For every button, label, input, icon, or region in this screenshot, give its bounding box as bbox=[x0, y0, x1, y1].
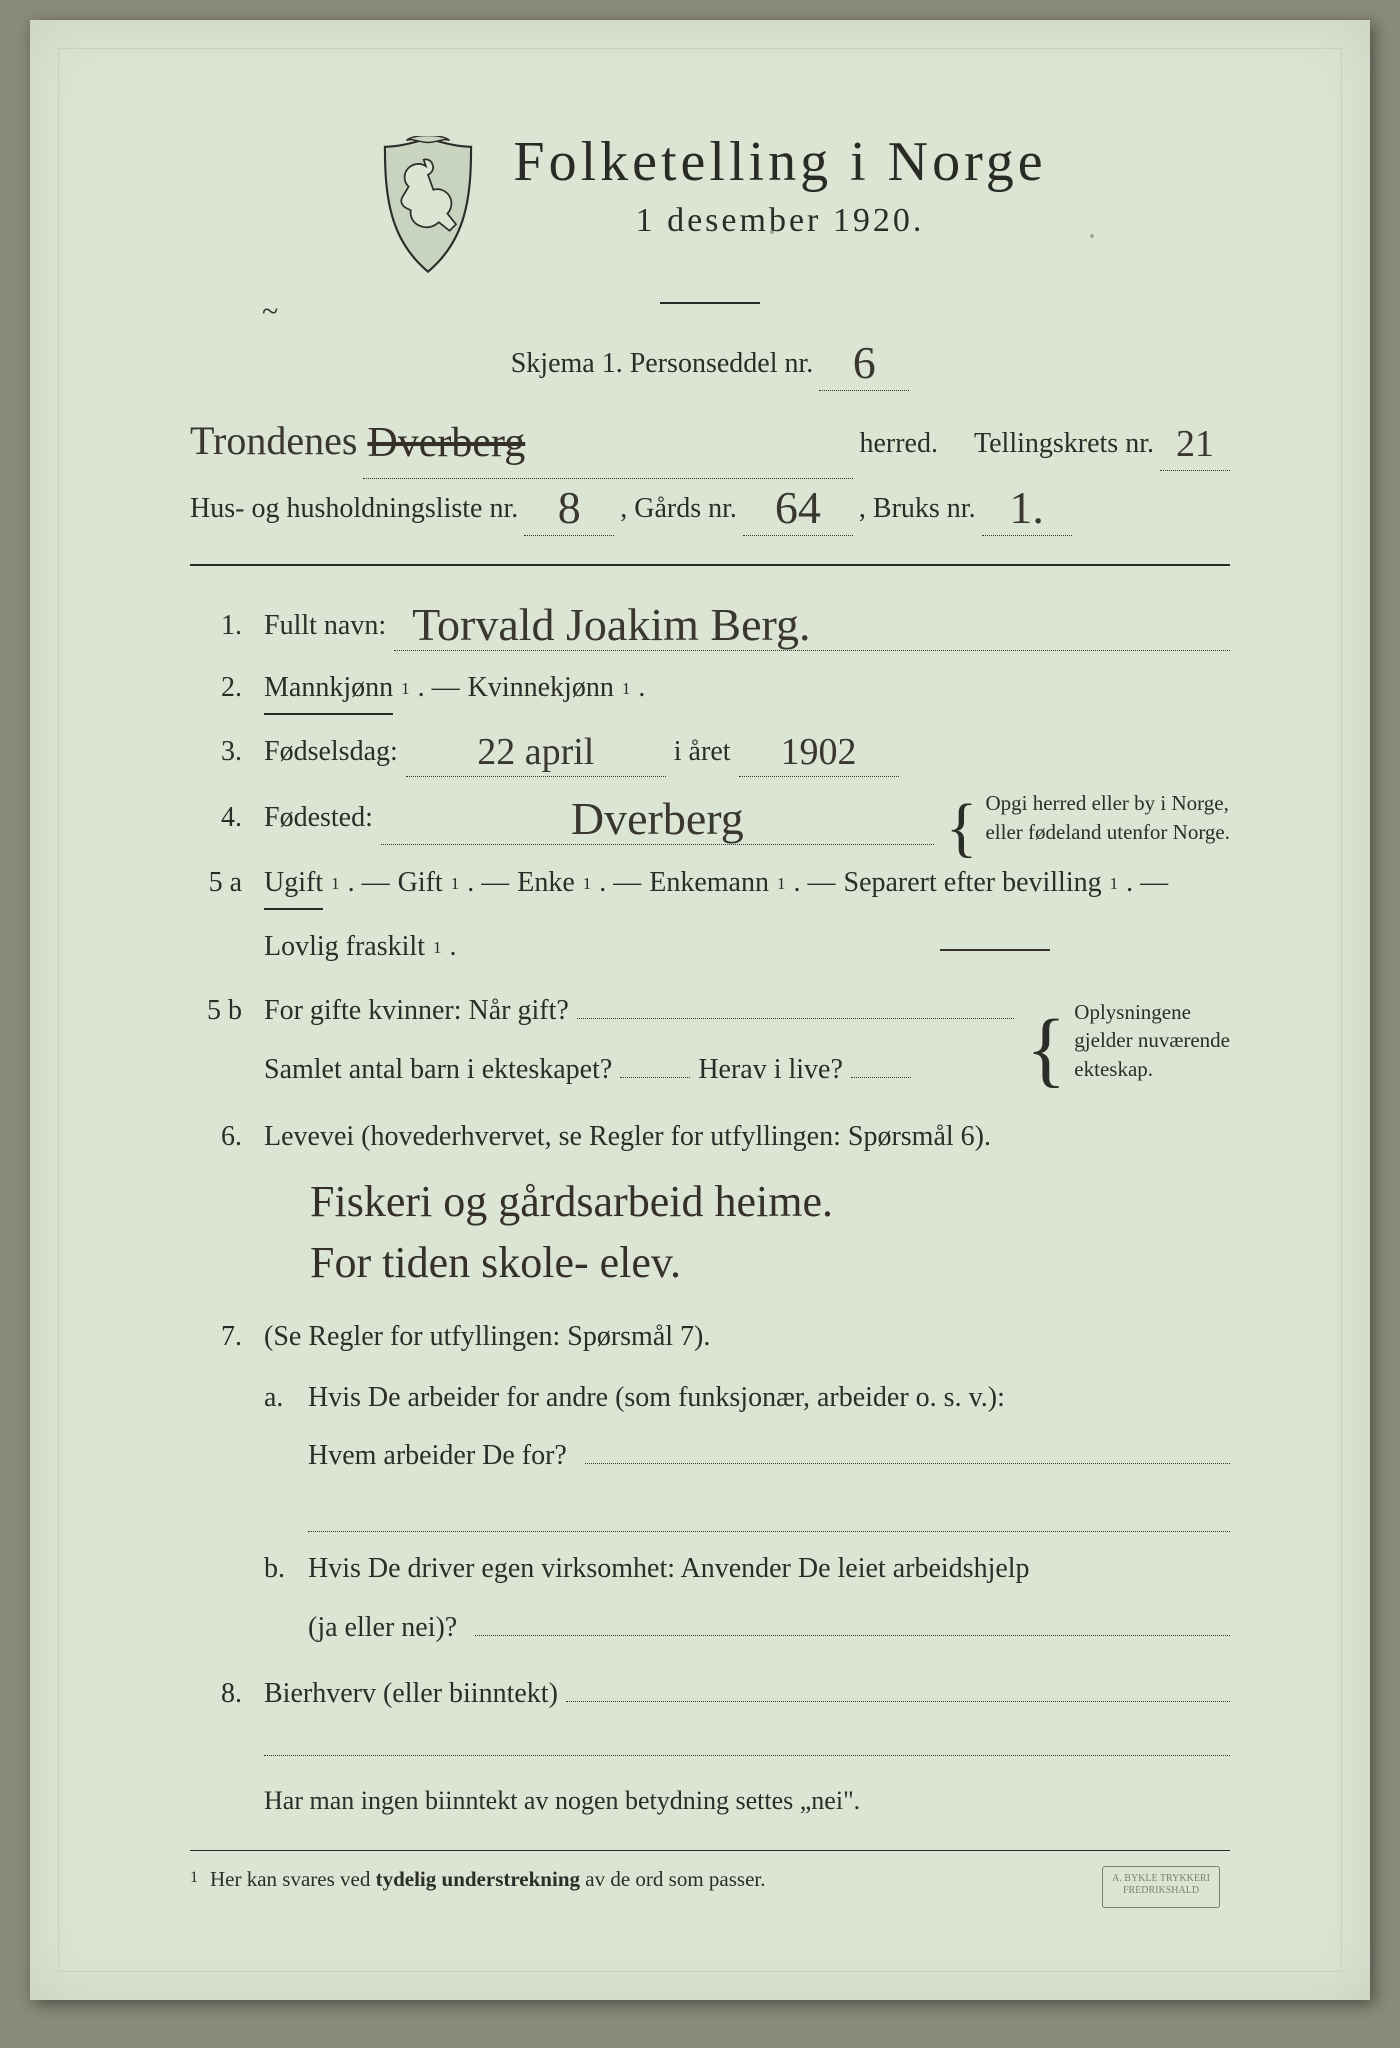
bruk-label: , Bruks nr. bbox=[859, 483, 976, 535]
q3-daymonth: 22 april bbox=[477, 731, 594, 773]
q6-hand1: Fiskeri og gårdsarbeid heime. bbox=[310, 1173, 1230, 1231]
q7a-text2: Hvem arbeider De for? bbox=[308, 1431, 567, 1481]
fn-a: Her kan svares ved bbox=[210, 1867, 376, 1891]
fn-c: av de ord som passer. bbox=[580, 1867, 765, 1891]
q3-mid: i året bbox=[674, 727, 731, 776]
husliste-nr: 8 bbox=[558, 482, 581, 533]
herred-correction: Trondenes bbox=[190, 421, 357, 461]
q7: 7. (Se Regler for utfyllingen: Spørsmål … bbox=[190, 1312, 1230, 1361]
q1-label: Fullt navn: bbox=[264, 601, 386, 650]
q6-label: Levevei (hovederhvervet, se Regler for u… bbox=[264, 1112, 991, 1161]
q5b-side2: gjelder nuværende bbox=[1074, 1026, 1230, 1054]
q4-side1: Opgi herred eller by i Norge, bbox=[985, 789, 1230, 817]
husliste-line: Hus- og husholdningsliste nr. 8 , Gårds … bbox=[190, 479, 1230, 536]
herred-line: Trondenes Dverberg herred. Tellingskrets… bbox=[190, 401, 1230, 480]
q8: 8. Bierhverv (eller biinntekt) bbox=[190, 1669, 1230, 1718]
form-title: Folketelling i Norge bbox=[513, 130, 1046, 194]
q4-num: 4. bbox=[190, 793, 242, 842]
herred-struck: Dverberg bbox=[367, 420, 525, 466]
q5b-l2b: Herav i live? bbox=[698, 1045, 843, 1094]
q5a-ugift: Ugift bbox=[264, 858, 323, 910]
q3-year: 1902 bbox=[781, 731, 857, 773]
q6-num: 6. bbox=[190, 1112, 242, 1161]
personseddel-nr: 6 bbox=[853, 337, 876, 388]
tellingskrets-label: Tellingskrets nr. bbox=[974, 418, 1154, 470]
q1-name: Torvald Joakim Berg. bbox=[412, 599, 810, 650]
q2-sep: . — bbox=[418, 663, 460, 712]
footnote: 1 Her kan svares ved tydelig understrekn… bbox=[190, 1867, 1230, 1892]
q5a-gift: Gift bbox=[398, 858, 443, 907]
bottom-hint: Har man ingen biinntekt av nogen betydni… bbox=[190, 1778, 1230, 1825]
q7a: a. Hvis De arbeider for andre (som funks… bbox=[190, 1373, 1230, 1533]
q4: 4. Fødested: Dverberg { Opgi herred elle… bbox=[190, 789, 1230, 846]
q5b-l1: For gifte kvinner: Når gift? bbox=[264, 986, 569, 1035]
q5b-num: 5 b bbox=[190, 986, 242, 1035]
q3-num: 3. bbox=[190, 727, 242, 776]
tellingskrets-nr: 21 bbox=[1176, 423, 1214, 465]
q2-sup1: 1 bbox=[401, 674, 410, 704]
census-form-page: ~ Folketelling i Norge 1 desember 1920. … bbox=[30, 20, 1370, 2000]
q5a-enkemann: Enkemann bbox=[649, 858, 769, 907]
q6: 6. Levevei (hovederhvervet, se Regler fo… bbox=[190, 1112, 1230, 1161]
q5b-side3: ekteskap. bbox=[1074, 1055, 1230, 1083]
gard-label: , Gårds nr. bbox=[620, 483, 737, 535]
title-rule bbox=[660, 302, 760, 304]
q7b: b. Hvis De driver egen virksomhet: Anven… bbox=[190, 1544, 1230, 1653]
skjema-line: Skjema 1. Personseddel nr. 6 bbox=[190, 334, 1230, 391]
stamp-l1: A. BYKLE TRYKKERI bbox=[1103, 1873, 1219, 1885]
q6-hand2: For tiden skole- elev. bbox=[310, 1234, 1230, 1292]
q5b-l2a: Samlet antal barn i ekteskapet? bbox=[264, 1045, 612, 1094]
q5b-sidenote: { Oplysningene gjelder nuværende ekteska… bbox=[1022, 998, 1230, 1083]
form-date: 1 desember 1920. bbox=[513, 202, 1046, 240]
q7b-label: b. bbox=[264, 1544, 290, 1594]
section-divider bbox=[190, 564, 1230, 566]
brace-icon: { bbox=[946, 808, 978, 848]
q2: 2. Mannkjønn1 . — Kvinnekjønn1. bbox=[190, 663, 1230, 715]
q2-kvinne: Kvinnekjønn bbox=[468, 663, 614, 712]
printer-stamp: A. BYKLE TRYKKERI FREDRIKSHALD bbox=[1102, 1866, 1220, 1908]
q7-num: 7. bbox=[190, 1312, 242, 1361]
q2-sup2: 1 bbox=[622, 674, 631, 704]
q5a: 5 a Ugift1 . — Gift1 . — Enke1 . — Enkem… bbox=[190, 858, 1230, 910]
brace-icon: { bbox=[1026, 1025, 1066, 1075]
q7a-label: a. bbox=[264, 1373, 290, 1423]
q2-mann: Mannkjønn bbox=[264, 663, 393, 715]
q4-side2: eller fødeland utenfor Norge. bbox=[985, 818, 1230, 846]
hand-dash-mark bbox=[940, 949, 1050, 951]
q5a-separert: Separert efter bevilling bbox=[844, 858, 1102, 907]
q1: 1. Fullt navn: Torvald Joakim Berg. bbox=[190, 596, 1230, 651]
herred-label: herred. bbox=[859, 418, 938, 470]
q8-num: 8. bbox=[190, 1669, 242, 1718]
q2-num: 2. bbox=[190, 663, 242, 712]
gard-nr: 64 bbox=[775, 482, 821, 533]
handwritten-tilde: ~ bbox=[262, 295, 278, 329]
husliste-label: Hus- og husholdningsliste nr. bbox=[190, 483, 518, 535]
bruk-nr: 1. bbox=[1009, 482, 1044, 533]
q4-label: Fødested: bbox=[264, 793, 373, 842]
q5a-line2: Lovlig fraskilt1. bbox=[190, 922, 1230, 972]
q7-label: (Se Regler for utfyllingen: Spørsmål 7). bbox=[264, 1312, 710, 1361]
coat-of-arms-icon bbox=[373, 136, 483, 276]
skjema-label: Skjema 1. Personseddel nr. bbox=[511, 338, 814, 390]
q7b-text1: Hvis De driver egen virksomhet: Anvender… bbox=[308, 1544, 1030, 1594]
stamp-l2: FREDRIKSHALD bbox=[1103, 1885, 1219, 1897]
q7a-text1: Hvis De arbeider for andre (som funksjon… bbox=[308, 1373, 1005, 1423]
q5a-enke: Enke bbox=[517, 858, 575, 907]
header: Folketelling i Norge 1 desember 1920. bbox=[190, 130, 1230, 276]
q8-label: Bierhverv (eller biinntekt) bbox=[264, 1669, 558, 1718]
footnote-rule bbox=[190, 1850, 1230, 1851]
q4-sidenote: { Opgi herred eller by i Norge, eller fø… bbox=[942, 789, 1230, 846]
q3-label: Fødselsdag: bbox=[264, 727, 398, 776]
q5a-num: 5 a bbox=[190, 858, 242, 907]
q5a-lovlig: Lovlig fraskilt bbox=[264, 922, 425, 972]
q1-num: 1. bbox=[190, 601, 242, 650]
q5b: 5 b For gifte kvinner: Når gift? Samlet … bbox=[190, 986, 1230, 1094]
title-block: Folketelling i Norge 1 desember 1920. bbox=[513, 130, 1046, 240]
q3: 3. Fødselsdag: 22 april i året 1902 bbox=[190, 727, 1230, 777]
fn-b: tydelig understrekning bbox=[376, 1867, 580, 1891]
q5b-side1: Oplysningene bbox=[1074, 998, 1230, 1026]
q4-value: Dverberg bbox=[571, 793, 744, 844]
q7b-text2: (ja eller nei)? bbox=[308, 1603, 457, 1653]
fn-num: 1 bbox=[190, 1869, 198, 1887]
